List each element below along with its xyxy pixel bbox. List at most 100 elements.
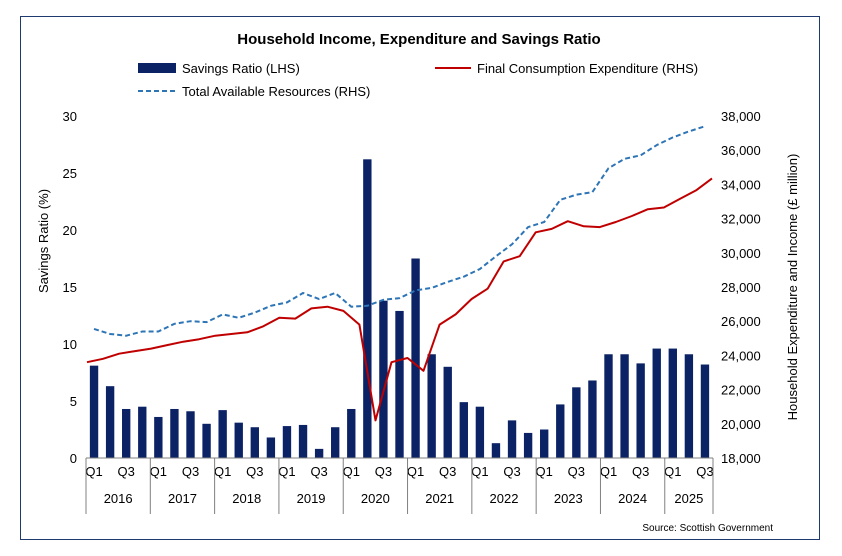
x-tick-label: Q1 [471,464,488,479]
savings-bar [540,429,549,458]
year-label: 2021 [425,491,454,506]
savings-bar [250,427,259,458]
y2-tick-label: 36,000 [721,143,761,158]
year-label: 2016 [104,491,133,506]
savings-bar [491,443,501,458]
source-note: Source: Scottish Government [642,523,773,534]
x-tick-label: Q1 [85,464,102,479]
savings-bar [89,365,99,458]
savings-bar [411,258,420,458]
legend-swatch-savings [138,63,176,73]
savings-bar [347,408,356,458]
y2-tick-label: 18,000 [721,451,761,466]
savings-bar [668,348,677,458]
savings-bar [395,310,404,458]
savings-bar [443,366,452,458]
year-label: 2022 [490,491,519,506]
x-tick-label: Q3 [503,464,520,479]
y2-axis-title: Household Expenditure and Income (£ mill… [785,154,800,421]
y-tick-label: 30 [63,109,77,124]
savings-bars [89,159,710,458]
savings-bar [314,448,324,458]
savings-bar [298,424,308,458]
legend: Savings Ratio (LHS) Final Consumption Ex… [138,61,698,99]
savings-bar [170,408,179,458]
savings-bar [266,437,276,458]
y2-tick-label: 26,000 [721,314,761,329]
savings-bar [427,354,436,458]
year-label: 2018 [232,491,261,506]
y2-tick-label: 28,000 [721,280,761,295]
chart-title: Household Income, Expenditure and Saving… [237,31,600,48]
legend-label-savings: Savings Ratio (LHS) [182,61,300,76]
x-tick-label: Q1 [343,464,360,479]
savings-bar [218,410,227,458]
savings-bar [122,408,131,458]
y-tick-label: 10 [63,337,77,352]
savings-bar [234,422,243,458]
y-tick-label: 15 [63,280,77,295]
savings-bar [363,159,372,458]
y-axis-title: Savings Ratio (%) [36,189,51,293]
year-label: 2025 [674,491,703,506]
y2-axis-ticks: 18,000 20,000 22,000 24,000 26,000 28,000 30,0… [721,109,761,466]
savings-bar [154,416,163,458]
savings-bar [379,300,388,458]
legend-label-resources: Total Available Resources (RHS) [182,84,370,99]
y2-tick-label: 22,000 [721,383,761,398]
y2-tick-label: 20,000 [721,417,761,432]
x-tick-label: Q1 [536,464,553,479]
y-tick-label: 20 [63,223,77,238]
x-tick-label: Q3 [375,464,392,479]
x-tick-label: Q1 [150,464,167,479]
legend-label-expenditure: Final Consumption Expenditure (RHS) [477,61,698,76]
y2-tick-label: 34,000 [721,177,761,192]
savings-bar [636,363,645,458]
savings-bar [282,426,292,458]
chart-svg: Household Income, Expenditure and Saving… [36,31,800,534]
year-label: 2024 [618,491,647,506]
year-label: 2019 [297,491,326,506]
savings-bar [620,354,629,458]
savings-bar [459,402,468,458]
x-tick-label: Q3 [118,464,135,479]
resources-line [93,125,706,337]
x-tick-label: Q3 [182,464,199,479]
x-tick-label: Q3 [632,464,649,479]
x-axis: Q1 Q3 Q1 Q3 Q1 Q3 Q1 Q3 Q1 Q3 Q1 Q3 Q1 Q3 Q1 Q3 Q1 Q3 Q1 Q3… [85,457,714,514]
y-axis-ticks: 0 5 10 15 20 25 30 [63,109,77,466]
y-tick-label: 0 [70,451,77,466]
expenditure-line [86,177,713,422]
year-label: 2017 [168,491,197,506]
year-label: 2020 [361,491,390,506]
savings-bar [652,348,661,458]
savings-bar [475,406,485,458]
series-lines [86,125,713,422]
x-tick-label: Q3 [696,464,713,479]
y-tick-label: 25 [63,166,77,181]
x-tick-label: Q3 [568,464,585,479]
savings-bar [556,404,565,458]
savings-bar [507,420,517,458]
savings-bar [588,380,597,458]
savings-bar [684,354,694,458]
x-tick-label: Q3 [439,464,456,479]
x-tick-label: Q3 [246,464,263,479]
savings-bar [331,427,340,458]
y-tick-label: 5 [70,394,77,409]
year-label: 2023 [554,491,583,506]
chart-frame: Household Income, Expenditure and Saving… [20,16,820,540]
x-tick-label: Q1 [664,464,681,479]
x-tick-label: Q1 [278,464,295,479]
savings-bar [700,364,710,458]
savings-bar [202,423,211,458]
x-tick-label: Q1 [600,464,617,479]
savings-bar [604,354,613,458]
x-tick-label: Q3 [310,464,327,479]
savings-bar [572,387,581,458]
savings-bar [523,432,533,458]
y2-tick-label: 32,000 [721,212,761,227]
savings-bar [105,386,115,458]
savings-bar [138,406,147,458]
x-tick-label: Q1 [407,464,424,479]
